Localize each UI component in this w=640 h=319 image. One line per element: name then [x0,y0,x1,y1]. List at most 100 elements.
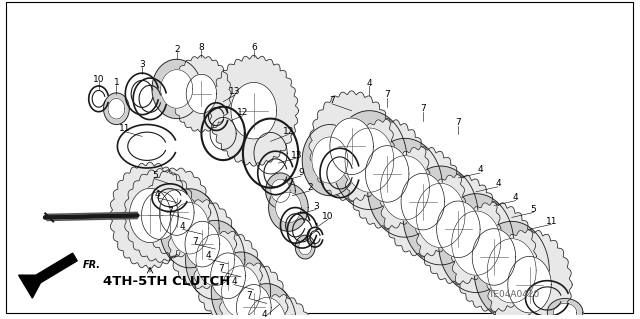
Text: 4: 4 [180,222,186,231]
Text: 7: 7 [385,90,390,100]
Text: 4: 4 [477,166,483,174]
Text: 4: 4 [262,310,268,319]
Text: 2: 2 [307,183,313,192]
Text: 1: 1 [113,78,119,86]
Polygon shape [172,56,231,132]
Polygon shape [416,174,501,285]
Polygon shape [299,239,312,255]
Polygon shape [401,173,445,230]
Polygon shape [141,191,179,239]
Polygon shape [295,235,315,259]
Polygon shape [436,201,480,257]
Text: 2: 2 [174,45,179,54]
Polygon shape [309,91,394,202]
Polygon shape [194,231,262,319]
Polygon shape [472,229,516,285]
Polygon shape [220,263,288,319]
Text: 11: 11 [118,124,130,133]
Polygon shape [143,168,211,257]
Polygon shape [416,183,465,248]
Text: FR.: FR. [83,260,101,270]
Text: 4: 4 [231,277,237,286]
Text: 4: 4 [367,78,372,87]
Polygon shape [508,256,551,313]
Polygon shape [365,146,409,202]
Polygon shape [262,315,322,319]
Text: 7: 7 [420,104,426,113]
Polygon shape [403,166,478,265]
Polygon shape [312,137,348,183]
Polygon shape [161,70,193,108]
Polygon shape [451,202,536,312]
Polygon shape [237,284,296,319]
Polygon shape [108,99,125,119]
Polygon shape [487,229,572,319]
Text: 13: 13 [291,151,302,160]
Polygon shape [159,190,194,235]
Polygon shape [196,234,234,286]
Polygon shape [109,162,191,269]
Polygon shape [221,266,260,317]
Polygon shape [452,211,500,275]
Text: 5: 5 [531,205,536,214]
Text: 7: 7 [193,237,198,246]
Polygon shape [276,192,301,223]
Text: 3: 3 [313,202,319,211]
Text: 4: 4 [495,179,500,188]
Polygon shape [231,82,276,139]
Polygon shape [438,194,514,293]
Text: 12: 12 [237,108,248,117]
Text: 12: 12 [283,127,294,136]
Polygon shape [168,200,237,288]
Polygon shape [271,179,290,202]
Polygon shape [248,298,286,319]
Text: TE04A0420: TE04A0420 [488,290,540,299]
Text: 10: 10 [93,75,104,84]
Polygon shape [160,189,219,268]
Polygon shape [269,184,308,231]
Polygon shape [211,252,271,319]
Text: 11: 11 [545,217,557,226]
Polygon shape [104,93,129,124]
Polygon shape [211,253,246,299]
Text: 7: 7 [167,207,173,216]
Polygon shape [186,74,216,114]
Polygon shape [344,118,430,229]
Polygon shape [302,124,358,196]
Text: 10: 10 [322,212,333,221]
Polygon shape [345,128,394,192]
Text: 7: 7 [329,96,335,105]
Text: 13: 13 [229,87,241,96]
Text: 7: 7 [246,291,252,300]
Text: 7: 7 [456,118,461,127]
Polygon shape [170,203,209,254]
Text: 4TH-5TH CLUTCH: 4TH-5TH CLUTCH [102,275,230,288]
Text: 7: 7 [218,264,224,273]
Polygon shape [266,173,295,209]
Polygon shape [245,294,314,319]
Text: 3: 3 [140,60,145,69]
Polygon shape [19,253,77,298]
Polygon shape [124,168,196,263]
Text: 4: 4 [205,251,211,261]
Polygon shape [236,285,271,319]
Polygon shape [209,55,299,166]
Text: 1: 1 [314,223,320,232]
Polygon shape [380,146,465,257]
Polygon shape [262,316,297,319]
Polygon shape [547,299,583,319]
Polygon shape [330,118,373,174]
Polygon shape [129,188,171,243]
Polygon shape [381,156,429,220]
Text: 8: 8 [198,43,204,52]
Polygon shape [186,220,245,300]
Text: 6: 6 [251,43,257,52]
Polygon shape [367,138,442,237]
Polygon shape [554,303,577,319]
Text: 4: 4 [513,193,518,202]
Polygon shape [332,111,407,210]
Polygon shape [185,221,220,267]
Text: 9: 9 [298,168,304,177]
Polygon shape [487,239,536,303]
Text: 4: 4 [154,190,160,199]
